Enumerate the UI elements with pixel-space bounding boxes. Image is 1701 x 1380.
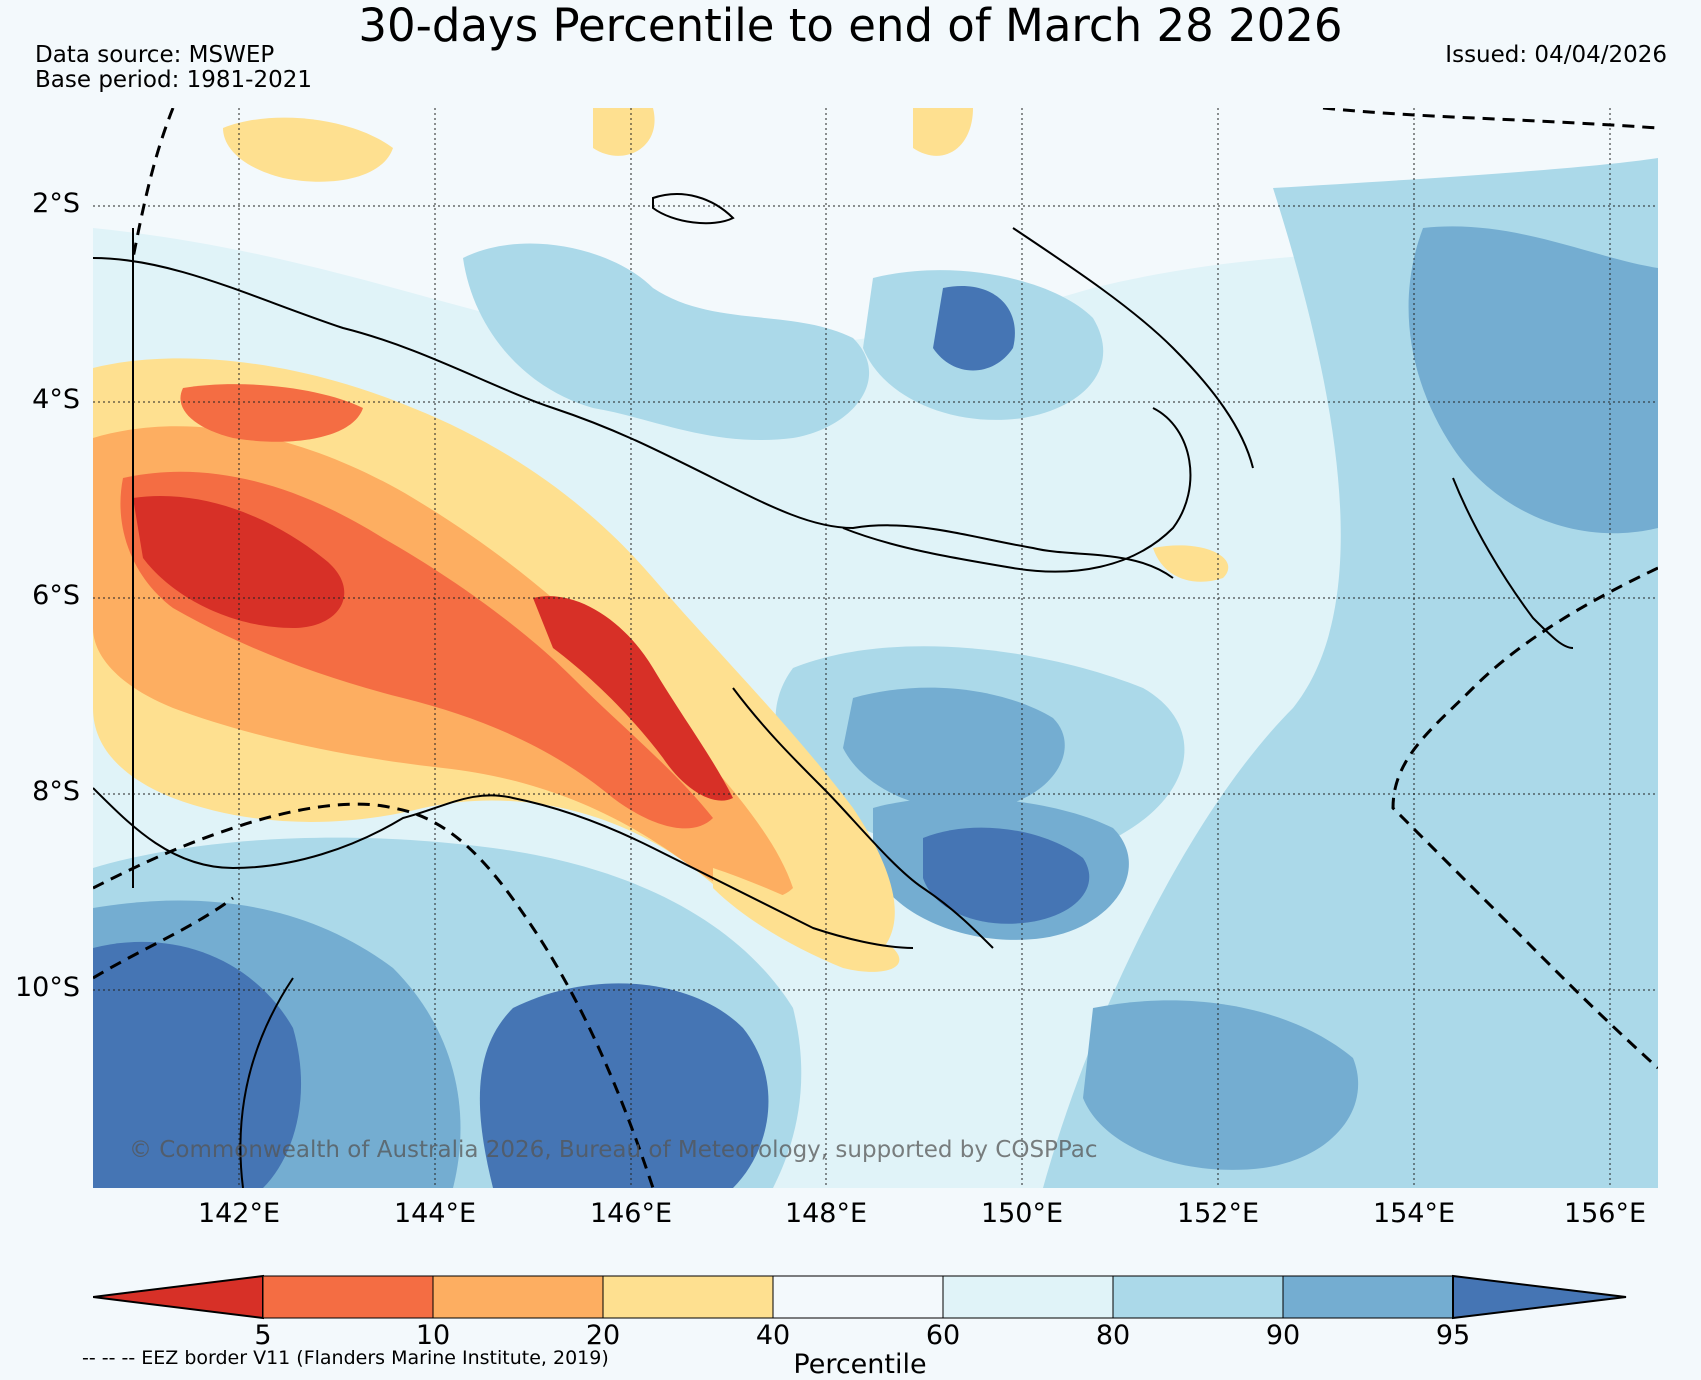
coast-new-britain [842, 407, 1192, 573]
lon-label-156e: 156°E [1563, 1198, 1647, 1229]
region-yellow-coast [713, 868, 900, 972]
issued-date-label: Issued: 04/04/2026 [1445, 42, 1667, 68]
colorbar-tick-60: 60 [925, 1320, 961, 1351]
colorbar-tick-95: 95 [1435, 1320, 1471, 1351]
coast-australia-cape-york [239, 977, 294, 1188]
colorbar-swatch-90-95 [1282, 1275, 1454, 1319]
region-yellow-north3 [913, 108, 973, 156]
colorbar-tick-20: 20 [585, 1320, 621, 1351]
percentile-map [93, 108, 1658, 1188]
region-mid-blue-central [843, 687, 1065, 810]
colorbar-tick-80: 80 [1095, 1320, 1131, 1351]
eez-border-sw [93, 896, 234, 980]
copyright-watermark: © Commonwealth of Australia 2026, Bureau… [129, 1137, 1098, 1163]
coast-new-guinea-south [93, 787, 914, 949]
coast-bougainville [1452, 477, 1574, 649]
lon-label-148e: 148°E [784, 1198, 868, 1229]
region-red-north [180, 384, 363, 442]
coast-new-guinea-north [93, 257, 1174, 579]
colorbar-tick-10: 10 [415, 1320, 451, 1351]
coastlines [93, 193, 1574, 1188]
region-yellow-north2 [593, 108, 655, 156]
lon-label-154e: 154°E [1372, 1198, 1456, 1229]
lat-label-4s: 4°S [32, 384, 80, 415]
region-dark-blue-png-south [923, 827, 1090, 924]
data-source-label: Data source: MSWEP [35, 42, 275, 68]
colorbar-title: Percentile [793, 1349, 927, 1380]
colorbar-swatch-above-95 [1452, 1274, 1627, 1320]
lat-label-8s: 8°S [32, 776, 80, 807]
colorbar-tick-40: 40 [755, 1320, 791, 1351]
lon-label-142e: 142°E [197, 1198, 281, 1229]
base-period-label: Base period: 1981-2021 [35, 67, 313, 93]
lon-label-146e: 146°E [589, 1198, 673, 1229]
region-mid-blue-coral [1083, 1000, 1359, 1170]
eez-borders [93, 108, 1658, 1188]
region-red-highlands [133, 496, 345, 628]
percentile-colorbar [93, 1274, 1627, 1320]
map-canvas [93, 108, 1658, 1188]
region-mid-blue-east [1408, 226, 1658, 534]
region-mid-blue-ne [933, 286, 1015, 371]
map-title: 30-days Percentile to end of March 28 20… [358, 0, 1343, 52]
colorbar-tick-5: 5 [254, 1320, 272, 1351]
colorbar-swatch-below-5 [93, 1274, 264, 1320]
coast-manus [652, 193, 735, 225]
eez-note: -- -- -- EEZ border V11 (Flanders Marine… [82, 1347, 609, 1369]
region-dark-blue-south [479, 983, 769, 1188]
colorbar-swatch-20-40 [602, 1275, 774, 1319]
region-yellow-north [223, 117, 393, 182]
lat-label-10s: 10°S [15, 972, 80, 1003]
eez-border-south [93, 802, 655, 1188]
lat-label-2s: 2°S [32, 188, 80, 219]
colorbar-swatch-40-60 [772, 1275, 944, 1319]
colorbar-swatch-60-80 [942, 1275, 1114, 1319]
region-red-ridge [533, 596, 733, 801]
region-dark-blue-sw [93, 941, 302, 1188]
colorbar-swatch-5-10 [262, 1275, 434, 1319]
eez-border-east [1391, 566, 1658, 1070]
lon-label-152e: 152°E [1176, 1198, 1260, 1229]
colorbar-swatch-80-90 [1112, 1275, 1284, 1319]
graticule [93, 108, 1658, 1188]
region-yellow-east [1153, 545, 1229, 582]
coast-png-east [732, 687, 994, 949]
lon-label-144e: 144°E [393, 1198, 477, 1229]
region-blue-north [463, 243, 870, 441]
colorbar-swatch-10-20 [432, 1275, 604, 1319]
lat-label-6s: 6°S [32, 580, 80, 611]
lon-label-150e: 150°E [980, 1198, 1064, 1229]
colorbar-tick-90: 90 [1265, 1320, 1301, 1351]
coast-new-ireland [1012, 227, 1254, 469]
eez-border-ne [1322, 108, 1658, 130]
